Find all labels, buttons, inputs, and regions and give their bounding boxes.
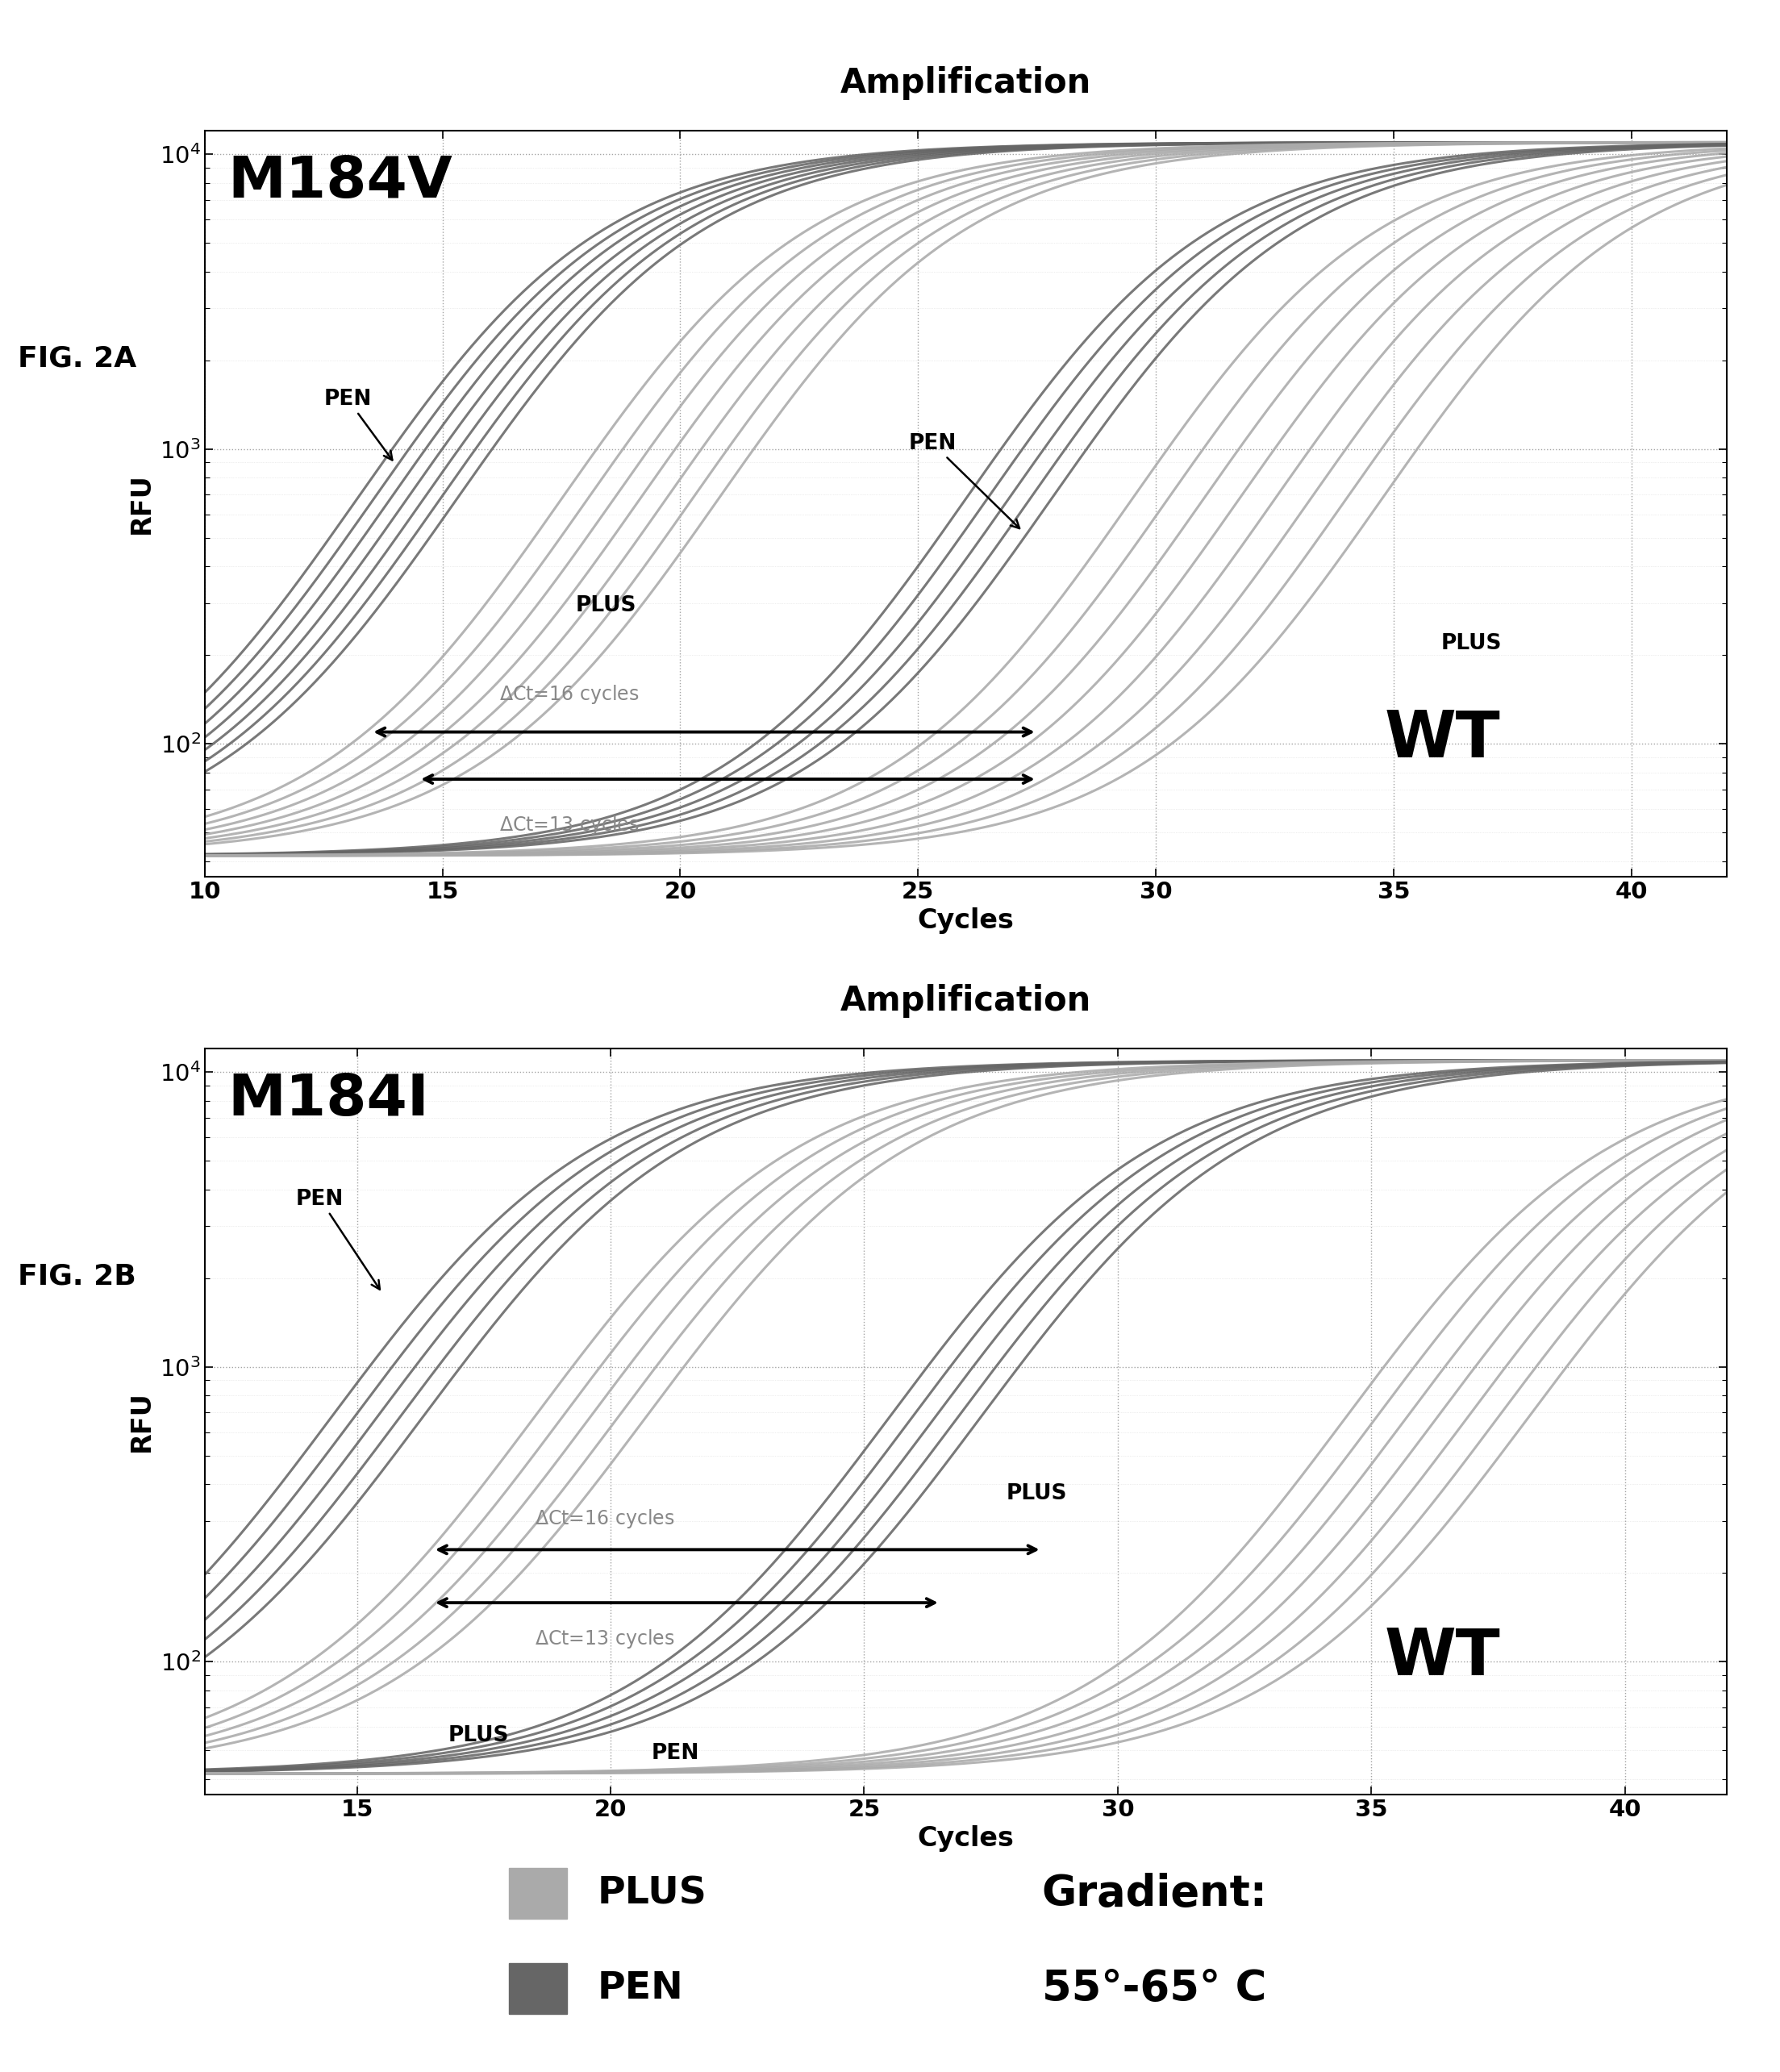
Text: PEN: PEN <box>598 1970 684 2008</box>
Text: FIG. 2A: FIG. 2A <box>18 344 137 373</box>
Y-axis label: RFU: RFU <box>128 472 155 535</box>
Y-axis label: RFU: RFU <box>128 1390 155 1452</box>
Text: Gradient:: Gradient: <box>1041 1873 1267 1915</box>
Bar <box>509 1869 566 1919</box>
Text: PLUS: PLUS <box>575 595 637 615</box>
Text: PLUS: PLUS <box>1442 634 1502 655</box>
Text: 55°-65° C: 55°-65° C <box>1041 1968 1266 2010</box>
Text: PLUS: PLUS <box>1006 1484 1068 1504</box>
Text: PEN: PEN <box>295 1189 379 1289</box>
X-axis label: Cycles: Cycles <box>917 1825 1015 1852</box>
Text: WT: WT <box>1385 1627 1501 1689</box>
Text: PLUS: PLUS <box>449 1726 509 1747</box>
X-axis label: Cycles: Cycles <box>917 908 1015 934</box>
Text: PLUS: PLUS <box>598 1875 707 1912</box>
Text: WT: WT <box>1385 709 1501 771</box>
Text: M184I: M184I <box>228 1071 429 1127</box>
Text: $\Delta$Ct=16 cycles: $\Delta$Ct=16 cycles <box>500 684 639 707</box>
Text: PEN: PEN <box>324 390 392 460</box>
Text: Amplification: Amplification <box>840 984 1091 1017</box>
Text: $\Delta$Ct=13 cycles: $\Delta$Ct=13 cycles <box>500 814 639 837</box>
Text: M184V: M184V <box>228 153 452 209</box>
Text: PEN: PEN <box>908 433 1020 528</box>
Text: PEN: PEN <box>651 1743 700 1763</box>
Text: $\Delta$Ct=13 cycles: $\Delta$Ct=13 cycles <box>534 1629 675 1651</box>
Bar <box>509 1962 566 2014</box>
Text: $\Delta$Ct=16 cycles: $\Delta$Ct=16 cycles <box>534 1506 675 1529</box>
Text: Amplification: Amplification <box>840 66 1091 99</box>
Text: FIG. 2B: FIG. 2B <box>18 1262 135 1291</box>
